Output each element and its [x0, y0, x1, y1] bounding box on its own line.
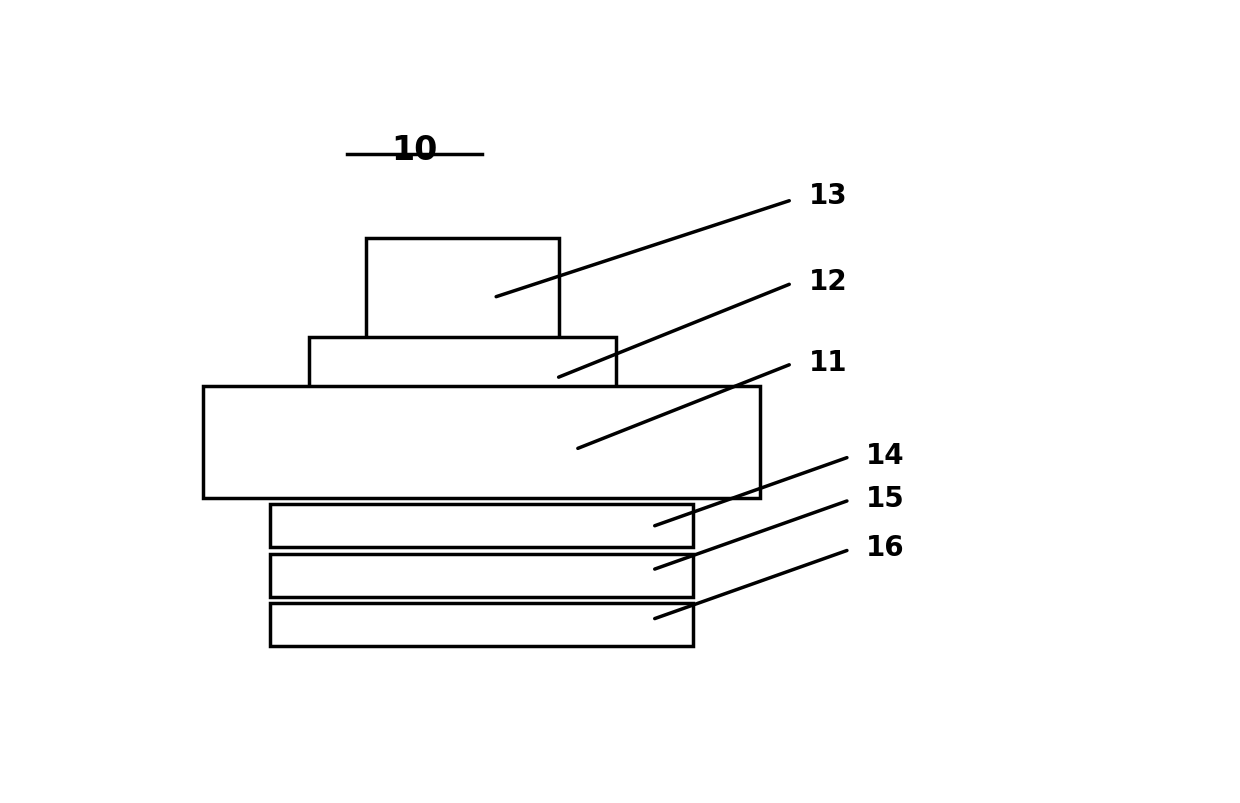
Bar	[367, 238, 558, 344]
Text: 14: 14	[866, 441, 905, 469]
Text: 11: 11	[808, 349, 847, 377]
Text: 12: 12	[808, 268, 847, 296]
Bar	[309, 337, 616, 393]
Text: 10: 10	[392, 133, 438, 166]
Bar	[203, 387, 760, 498]
Text: 16: 16	[866, 534, 905, 562]
Bar	[270, 603, 693, 646]
Text: 15: 15	[866, 484, 905, 512]
Bar	[270, 554, 693, 597]
Text: 13: 13	[808, 181, 847, 210]
Bar	[270, 504, 693, 548]
